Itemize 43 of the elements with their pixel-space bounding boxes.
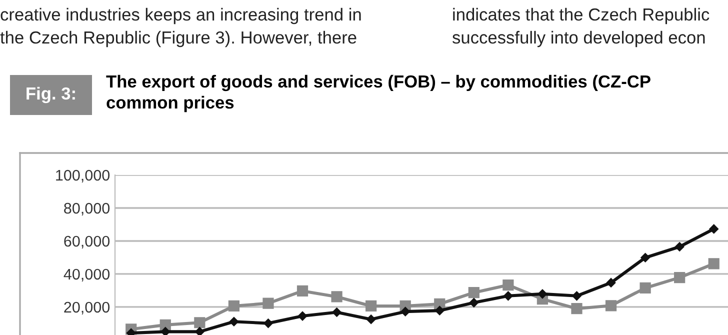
point — [160, 327, 170, 335]
point — [571, 303, 582, 314]
point — [366, 300, 377, 312]
point — [640, 253, 650, 262]
point — [332, 308, 342, 317]
point — [504, 291, 513, 301]
point — [709, 224, 718, 234]
point — [366, 314, 376, 324]
point — [640, 282, 651, 294]
y-tick-label: 100,000 — [56, 170, 110, 182]
point — [194, 317, 206, 328]
y-tick-label: 20,000 — [64, 302, 110, 314]
text: the Czech Republic (Figure 3). However, there — [0, 30, 356, 48]
point — [708, 258, 720, 270]
chart-subtitle: common prices — [106, 96, 234, 112]
point — [298, 311, 308, 321]
text: successfully into developed econ — [452, 30, 705, 48]
point — [674, 272, 686, 284]
text: indicates that the Czech Republic — [453, 8, 710, 24]
point — [605, 300, 617, 312]
point — [674, 242, 684, 252]
point — [296, 285, 308, 297]
point — [502, 279, 514, 291]
point — [606, 278, 616, 288]
point — [400, 306, 410, 316]
point — [469, 298, 479, 308]
point — [264, 318, 273, 328]
point — [229, 317, 239, 326]
text: creative industries keeps an increasing trend in — [0, 8, 361, 24]
point — [262, 298, 274, 309]
point — [435, 306, 444, 316]
point — [572, 291, 582, 301]
point — [538, 289, 548, 299]
point — [228, 300, 240, 312]
point — [331, 291, 342, 302]
point — [126, 328, 136, 335]
point — [468, 287, 480, 298]
caption: Fig. 3: — [26, 86, 75, 104]
chart-title: The export of goods and services (FOB) – by commodities (CZ-CP — [106, 74, 650, 92]
point — [195, 327, 204, 335]
y-tick-label: 40,000 — [64, 268, 110, 282]
y-tick-label: 80,000 — [64, 202, 110, 216]
y-tick-label: 60,000 — [64, 236, 110, 248]
